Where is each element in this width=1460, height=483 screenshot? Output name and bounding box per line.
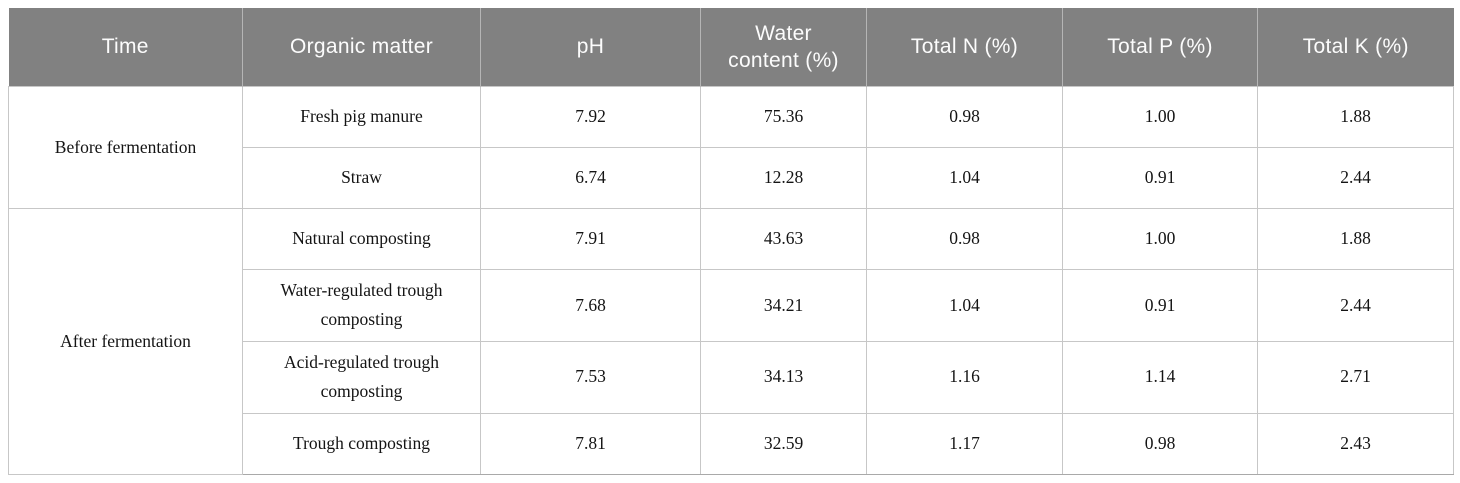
header-cell-organic-matter: Organic matter (242, 8, 481, 87)
cell-total-n: 0.98 (866, 208, 1063, 270)
cell-total-k: 1.88 (1257, 208, 1454, 270)
cell-total-n: 1.16 (866, 340, 1063, 414)
table-row: Straw 6.74 12.28 1.04 0.91 2.44 (9, 147, 1454, 209)
cell-total-p: 1.14 (1062, 340, 1258, 414)
cell-ph: 7.81 (480, 412, 701, 475)
cell-total-p: 0.91 (1062, 269, 1258, 342)
cell-total-n: 1.04 (866, 147, 1063, 209)
header-cell-ph: pH (480, 8, 701, 87)
cell-water-content: 32.59 (700, 412, 867, 475)
cell-water-content: 34.13 (700, 340, 867, 414)
header-cell-water-content: Water content (%) (700, 8, 867, 87)
cell-water-content: 75.36 (700, 86, 867, 148)
cell-total-p: 0.98 (1062, 412, 1258, 475)
fermentation-properties-table: Time Organic matter pH Water content (%)… (8, 8, 1454, 475)
cell-ph: 7.53 (480, 340, 701, 414)
cell-water-content: 34.21 (700, 269, 867, 342)
cell-total-p: 1.00 (1062, 208, 1258, 270)
cell-total-n: 0.98 (866, 86, 1063, 148)
cell-total-k: 1.88 (1257, 86, 1454, 148)
table-header: Time Organic matter pH Water content (%)… (8, 8, 1454, 87)
cell-total-k: 2.44 (1257, 147, 1454, 209)
cell-water-content: 43.63 (700, 208, 867, 270)
table-row: After fermentation Natural composting 7.… (8, 208, 1454, 475)
cell-ph: 7.68 (480, 269, 701, 342)
cell-ph: 7.91 (480, 208, 701, 270)
cell-organic-matter: Straw (242, 147, 481, 209)
cell-total-n: 1.04 (866, 269, 1063, 342)
table-body: Before fermentation Fresh pig manure 7.9… (8, 86, 1454, 475)
cell-total-n: 1.17 (866, 412, 1063, 475)
header-cell-total-k: Total K (%) (1257, 8, 1454, 87)
cell-time-group-after: After fermentation (8, 208, 243, 475)
cell-total-p: 1.00 (1062, 86, 1258, 148)
cell-total-k: 2.43 (1257, 412, 1454, 475)
cell-organic-matter: Fresh pig manure (242, 86, 481, 148)
cell-organic-matter: Natural composting (242, 208, 481, 270)
cell-total-p: 0.91 (1062, 147, 1258, 209)
header-cell-total-p: Total P (%) (1062, 8, 1258, 87)
header-cell-time: Time (8, 8, 243, 87)
cell-water-content: 12.28 (700, 147, 867, 209)
header-cell-total-n: Total N (%) (866, 8, 1063, 87)
cell-ph: 7.92 (480, 86, 701, 148)
table-row: Water-regulated trough composting 7.68 3… (9, 269, 1454, 342)
table-row: Acid-regulated trough composting 7.53 34… (9, 340, 1454, 414)
cell-organic-matter: Trough composting (242, 412, 481, 475)
cell-time-group-before: Before fermentation (8, 86, 243, 209)
cell-ph: 6.74 (480, 147, 701, 209)
table-row: Before fermentation Fresh pig manure 7.9… (8, 86, 1454, 209)
cell-organic-matter: Acid-regulated trough composting (242, 340, 481, 414)
cell-total-k: 2.44 (1257, 269, 1454, 342)
cell-organic-matter: Water-regulated trough composting (242, 269, 481, 342)
header-row: Time Organic matter pH Water content (%)… (8, 8, 1454, 87)
cell-total-k: 2.71 (1257, 340, 1454, 414)
